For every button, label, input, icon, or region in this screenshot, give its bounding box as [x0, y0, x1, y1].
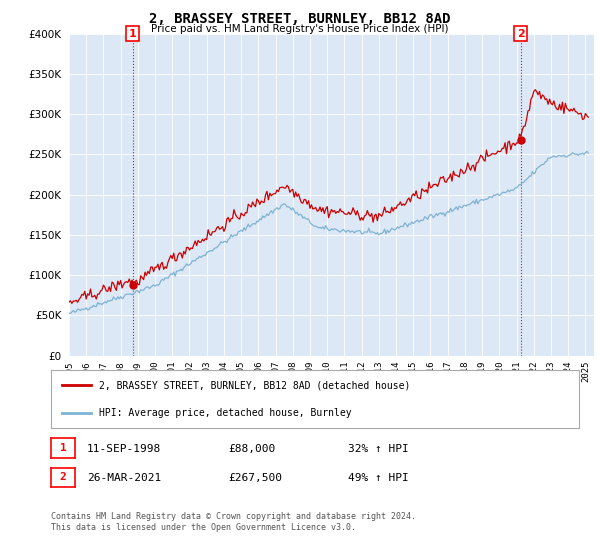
Text: 1: 1	[128, 29, 136, 39]
Text: £267,500: £267,500	[228, 473, 282, 483]
Text: £88,000: £88,000	[228, 444, 275, 454]
Text: HPI: Average price, detached house, Burnley: HPI: Average price, detached house, Burn…	[98, 408, 351, 418]
Text: 1: 1	[59, 443, 67, 452]
Text: 2: 2	[59, 473, 67, 482]
Text: 11-SEP-1998: 11-SEP-1998	[87, 444, 161, 454]
Text: Contains HM Land Registry data © Crown copyright and database right 2024.
This d: Contains HM Land Registry data © Crown c…	[51, 512, 416, 532]
Text: 32% ↑ HPI: 32% ↑ HPI	[348, 444, 409, 454]
Text: Price paid vs. HM Land Registry's House Price Index (HPI): Price paid vs. HM Land Registry's House …	[151, 24, 449, 34]
Text: 49% ↑ HPI: 49% ↑ HPI	[348, 473, 409, 483]
Text: 2, BRASSEY STREET, BURNLEY, BB12 8AD (detached house): 2, BRASSEY STREET, BURNLEY, BB12 8AD (de…	[98, 380, 410, 390]
Text: 26-MAR-2021: 26-MAR-2021	[87, 473, 161, 483]
Text: 2, BRASSEY STREET, BURNLEY, BB12 8AD: 2, BRASSEY STREET, BURNLEY, BB12 8AD	[149, 12, 451, 26]
Text: 2: 2	[517, 29, 524, 39]
